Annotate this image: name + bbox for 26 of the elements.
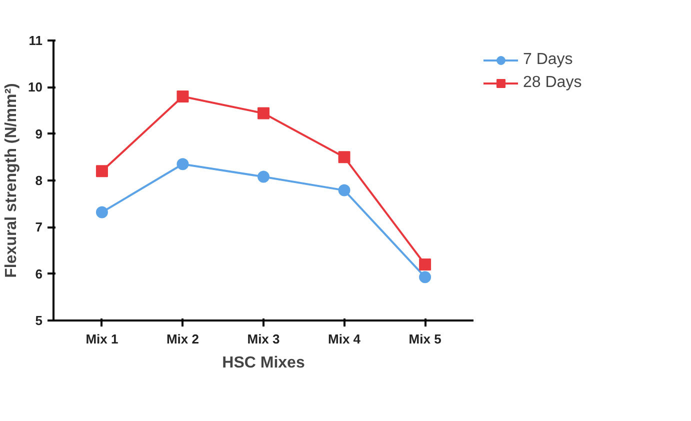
x-axis-title: HSC Mixes: [222, 354, 305, 372]
y-tick-label: 11: [28, 33, 43, 48]
point: [338, 184, 350, 196]
point: [419, 258, 432, 270]
point: [258, 170, 270, 183]
point: [419, 271, 432, 284]
x-tick-label: Mix 1: [86, 332, 118, 346]
y-tick-label: 9: [35, 126, 43, 142]
point: [338, 151, 350, 164]
point: [176, 158, 189, 170]
y-tick-label: 10: [28, 80, 43, 95]
legend-label: 28 Days: [523, 74, 582, 92]
x-tick-label: Mix 4: [328, 332, 362, 346]
x-tick-label: Mix 3: [247, 332, 280, 346]
x-tick-label: Mix 2: [166, 332, 199, 346]
legend-label: 7 Days: [523, 51, 573, 69]
y-tick-label: 7: [35, 220, 43, 235]
y-tick-label: 5: [35, 313, 43, 328]
point: [176, 90, 189, 102]
y-tick-label: 8: [35, 173, 43, 188]
y-tick-label: 6: [35, 266, 43, 282]
x-tick-label: Mix 5: [408, 332, 442, 346]
point: [96, 206, 108, 218]
point: [96, 165, 108, 178]
point: [258, 107, 270, 120]
y-axis-title: Flexural strength (N/mm²): [3, 83, 20, 278]
